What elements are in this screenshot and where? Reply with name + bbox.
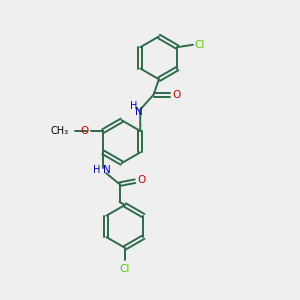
Text: CH₃: CH₃	[51, 126, 69, 136]
Text: Cl: Cl	[120, 264, 130, 274]
Text: H: H	[130, 101, 137, 111]
Text: O: O	[137, 175, 146, 185]
Text: H: H	[93, 165, 100, 175]
Text: Cl: Cl	[194, 40, 205, 50]
Text: O: O	[172, 90, 180, 100]
Text: N: N	[103, 165, 111, 175]
Text: O: O	[80, 126, 88, 136]
Text: N: N	[135, 107, 142, 117]
